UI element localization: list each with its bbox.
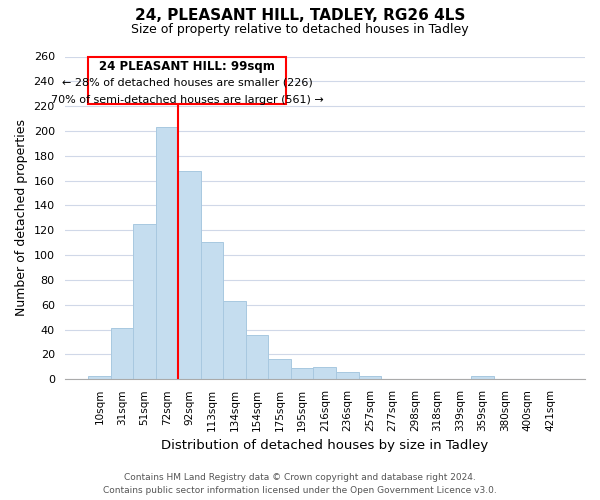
Text: 70% of semi-detached houses are larger (561) →: 70% of semi-detached houses are larger (… (51, 95, 323, 105)
Bar (336, 372, 359, 380)
X-axis label: Distribution of detached houses by size in Tadley: Distribution of detached houses by size … (161, 440, 488, 452)
Bar (133, 224, 156, 380)
Text: Size of property relative to detached houses in Tadley: Size of property relative to detached ho… (131, 22, 469, 36)
Bar (359, 376, 381, 380)
Bar (268, 360, 291, 380)
Bar (246, 334, 268, 380)
Bar (201, 242, 223, 380)
Bar (291, 368, 313, 380)
Bar (178, 170, 201, 380)
Text: 24 PLEASANT HILL: 99sqm: 24 PLEASANT HILL: 99sqm (100, 60, 275, 72)
Bar (471, 376, 494, 380)
Bar (223, 301, 246, 380)
Bar (111, 328, 133, 380)
Text: 24, PLEASANT HILL, TADLEY, RG26 4LS: 24, PLEASANT HILL, TADLEY, RG26 4LS (135, 8, 465, 22)
Bar (313, 367, 336, 380)
Text: Contains HM Land Registry data © Crown copyright and database right 2024.
Contai: Contains HM Land Registry data © Crown c… (103, 474, 497, 495)
Y-axis label: Number of detached properties: Number of detached properties (15, 120, 28, 316)
Bar (88, 376, 111, 380)
Bar (156, 128, 178, 380)
FancyBboxPatch shape (88, 56, 286, 104)
Text: ← 28% of detached houses are smaller (226): ← 28% of detached houses are smaller (22… (62, 78, 313, 88)
